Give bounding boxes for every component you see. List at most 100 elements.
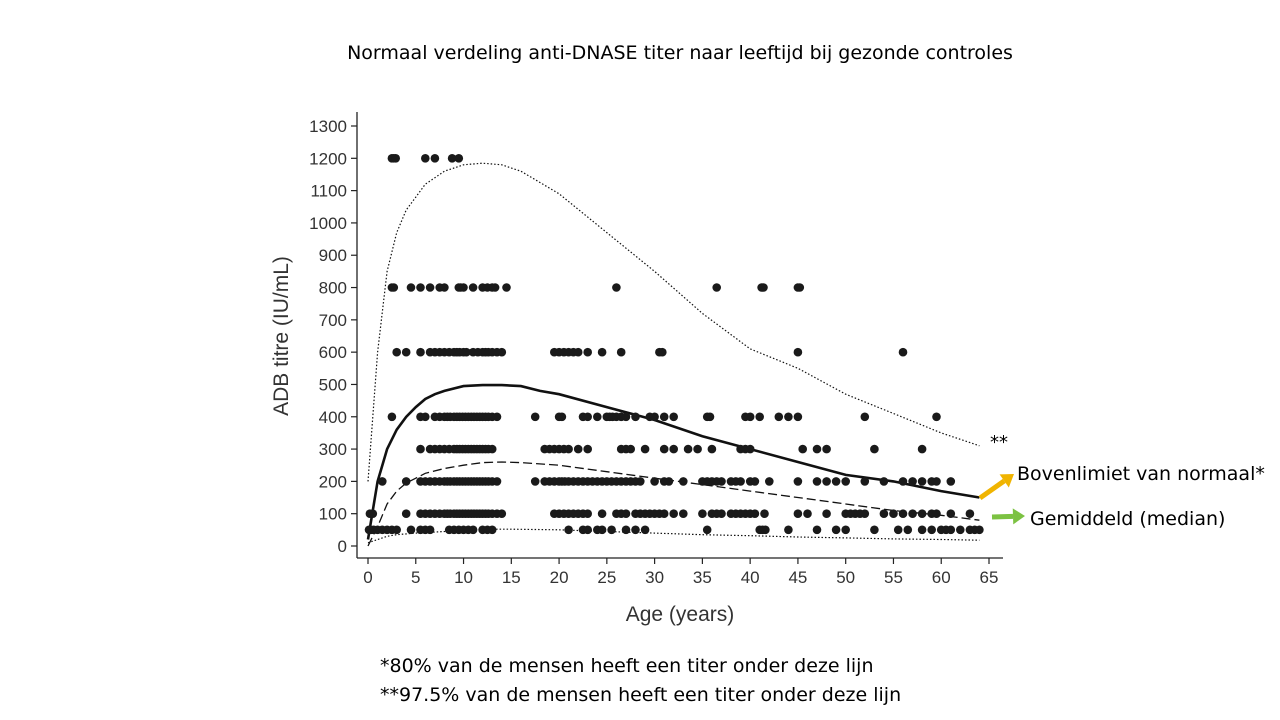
data-point xyxy=(650,412,659,422)
data-point xyxy=(679,477,688,486)
y-tick-label: 1000 xyxy=(309,214,347,233)
data-point xyxy=(607,525,616,535)
data-point xyxy=(975,525,984,535)
data-point xyxy=(564,525,573,535)
data-point xyxy=(492,412,502,422)
data-point xyxy=(597,525,607,535)
y-tick-label: 1100 xyxy=(310,182,347,201)
data-point xyxy=(401,477,411,486)
data-point xyxy=(487,444,497,454)
x-tick-label: 45 xyxy=(788,568,807,587)
data-point xyxy=(932,477,941,486)
data-point xyxy=(468,283,478,292)
data-point xyxy=(631,412,640,422)
note-97-5-percent: **97.5% van de mensen heeft een titer on… xyxy=(380,684,902,706)
arrow-head xyxy=(999,474,1014,488)
y-tick-label: 600 xyxy=(319,343,347,362)
data-point xyxy=(908,509,917,518)
data-point xyxy=(795,283,805,292)
data-point xyxy=(530,412,540,422)
label-median: Gemiddeld (median) xyxy=(1030,508,1226,530)
curve-solid-1 xyxy=(366,383,980,540)
x-tick-label: 5 xyxy=(411,568,420,587)
data-point xyxy=(679,509,688,518)
data-point xyxy=(860,477,870,486)
data-point xyxy=(956,525,965,535)
data-point xyxy=(908,477,917,486)
x-tick-label: 40 xyxy=(741,568,760,587)
data-point xyxy=(583,412,592,422)
data-point xyxy=(860,412,870,422)
data-point xyxy=(573,444,583,454)
data-point xyxy=(659,412,669,422)
data-point xyxy=(454,154,464,163)
data-point xyxy=(750,477,760,486)
x-axis-label: Age (years) xyxy=(626,603,735,626)
data-point xyxy=(659,444,669,454)
data-point xyxy=(712,283,721,292)
y-tick-label: 900 xyxy=(319,246,347,265)
data-point xyxy=(401,347,411,357)
data-point xyxy=(917,444,927,454)
y-tick-label: 300 xyxy=(319,440,347,459)
data-point xyxy=(430,154,440,163)
data-point xyxy=(447,154,457,163)
data-point xyxy=(593,412,602,422)
note-80-percent: *80% van de mensen heeft een titer onder… xyxy=(380,655,874,677)
data-point xyxy=(626,444,635,454)
data-point xyxy=(879,509,889,518)
data-point xyxy=(793,347,803,357)
data-point xyxy=(416,444,425,454)
data-point xyxy=(755,412,764,422)
data-point xyxy=(812,477,822,486)
data-point xyxy=(487,525,497,535)
axes: 0100200300400500600700800900100011001200… xyxy=(270,112,1003,626)
data-point xyxy=(831,477,841,486)
data-point xyxy=(893,525,903,535)
y-tick-label: 800 xyxy=(319,279,347,298)
data-point xyxy=(683,444,693,454)
arrow-shaft xyxy=(978,478,1006,501)
data-point xyxy=(564,444,573,454)
data-point xyxy=(750,509,760,518)
data-point xyxy=(416,283,425,292)
curve-dashed-2 xyxy=(367,461,980,547)
data-point xyxy=(870,525,879,535)
data-point xyxy=(583,444,592,454)
data-point xyxy=(497,509,507,518)
x-tick-label: 50 xyxy=(836,568,855,587)
data-point xyxy=(784,525,793,535)
data-point xyxy=(659,509,669,518)
data-point xyxy=(669,444,678,454)
data-point xyxy=(812,525,822,535)
data-point xyxy=(745,412,755,422)
data-point xyxy=(831,525,841,535)
data-point xyxy=(612,283,621,292)
x-tick-label: 60 xyxy=(932,568,951,587)
data-point xyxy=(391,154,401,163)
data-point xyxy=(389,283,399,292)
data-point xyxy=(946,477,956,486)
data-point xyxy=(557,412,567,422)
x-tick-label: 15 xyxy=(502,568,521,587)
curve-dotted-3 xyxy=(367,528,980,544)
data-point xyxy=(392,347,402,357)
data-point xyxy=(698,509,707,518)
data-point xyxy=(946,509,956,518)
data-point xyxy=(841,525,850,535)
data-point xyxy=(669,509,678,518)
data-point xyxy=(965,509,975,518)
data-point xyxy=(761,525,770,535)
data-point xyxy=(879,477,889,486)
data-point xyxy=(745,444,755,454)
chart-title: Normaal verdeling anti-DNASE titer naar … xyxy=(347,42,1013,64)
y-axis-label: ADB titre (IU/mL) xyxy=(270,256,293,416)
data-point xyxy=(421,412,430,422)
arrow-shaft xyxy=(991,513,1014,520)
data-point xyxy=(631,525,640,535)
data-point xyxy=(425,525,435,535)
data-point xyxy=(717,509,726,518)
data-point xyxy=(392,525,402,535)
x-tick-label: 0 xyxy=(363,568,372,587)
